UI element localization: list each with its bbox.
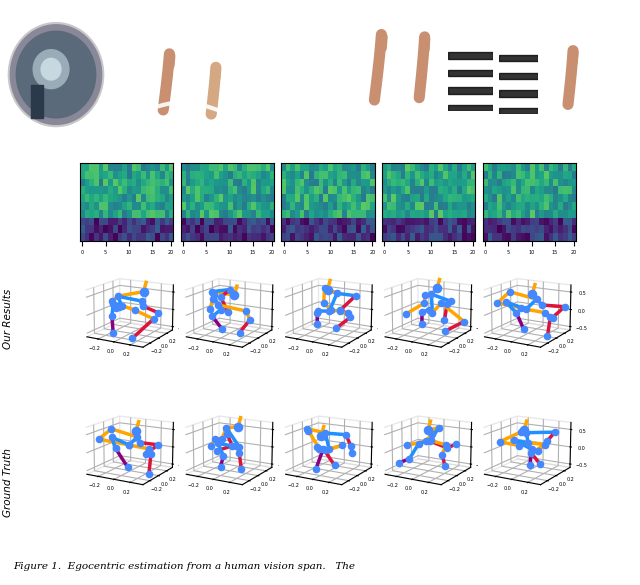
Bar: [448, 87, 493, 94]
Bar: [448, 52, 493, 58]
Bar: [448, 96, 493, 102]
Text: Figure 1.  Egocentric estimation from a human vision span.   The: Figure 1. Egocentric estimation from a h…: [13, 562, 355, 570]
Text: Our Results: Our Results: [3, 289, 13, 349]
Bar: [499, 90, 538, 97]
FancyBboxPatch shape: [31, 85, 43, 118]
Bar: [448, 43, 493, 50]
Circle shape: [16, 31, 96, 118]
Bar: [448, 70, 493, 76]
Bar: [499, 73, 538, 79]
Bar: [448, 78, 493, 85]
Circle shape: [41, 58, 61, 80]
Circle shape: [8, 23, 104, 126]
Bar: [499, 108, 538, 114]
Bar: [499, 81, 538, 88]
Bar: [499, 64, 538, 70]
Bar: [499, 99, 538, 105]
Bar: [499, 46, 538, 53]
Text: Ground Truth: Ground Truth: [3, 448, 13, 517]
Circle shape: [33, 50, 69, 89]
Circle shape: [10, 25, 102, 125]
Bar: [448, 61, 493, 67]
Bar: [448, 105, 493, 111]
Bar: [499, 55, 538, 61]
